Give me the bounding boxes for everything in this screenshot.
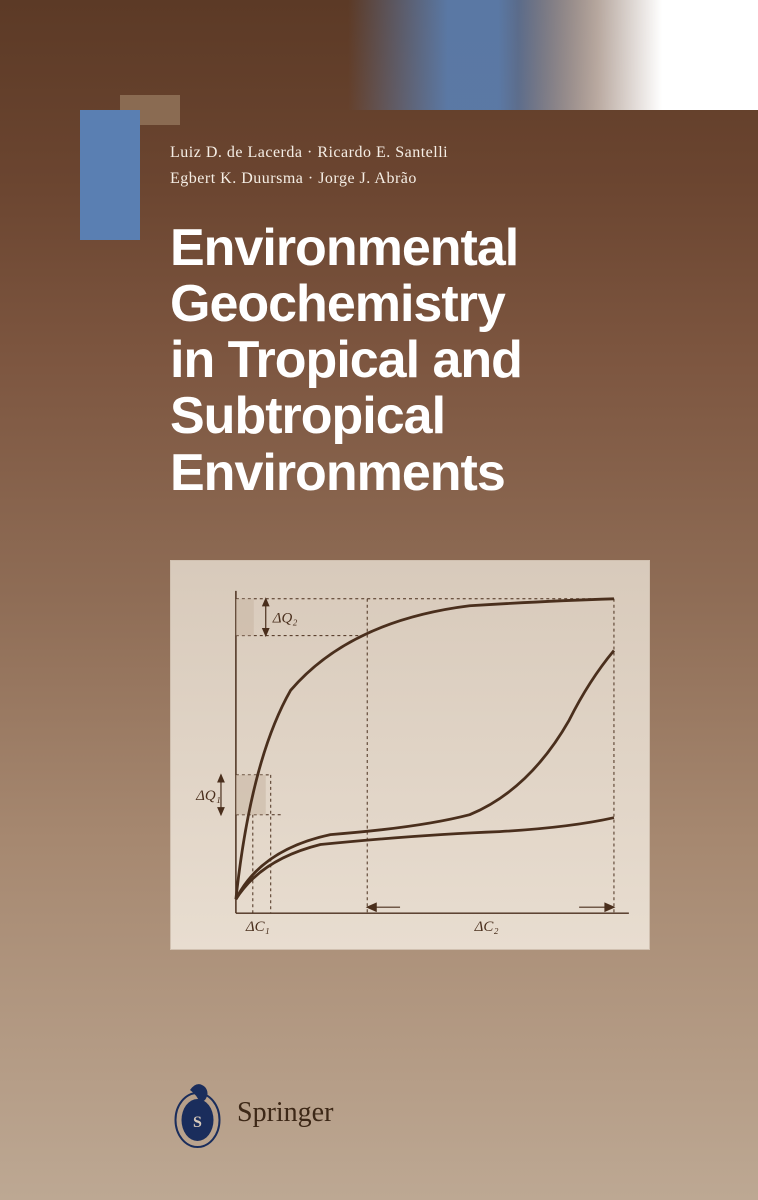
publisher-block: S Springer: [170, 1075, 333, 1150]
title-line-3: in Tropical and: [170, 332, 522, 388]
dQ2-shade: [236, 599, 254, 636]
publisher-name: Springer: [237, 1097, 333, 1129]
book-title: Environmental Geochemistry in Tropical a…: [170, 220, 522, 501]
book-cover: Luiz D. de Lacerda · Ricardo E. Santelli…: [0, 0, 758, 1200]
dQ2-arrows: [263, 599, 269, 636]
title-line-1: Environmental: [170, 220, 522, 276]
dQ2-label: ΔQ₂: [272, 611, 298, 627]
top-white-fade: [518, 0, 758, 110]
author-line-1: Luiz D. de Lacerda · Ricardo E. Santelli: [170, 140, 448, 166]
dash-lines: [236, 599, 614, 913]
svg-text:S: S: [193, 1114, 202, 1131]
isotherm-chart: ΔQ₂ ΔQ₁ ΔC₁ ΔC₂: [170, 560, 650, 950]
dQ1-label: ΔQ₁: [195, 788, 221, 804]
dC2-label: ΔC₂: [474, 919, 499, 935]
blue-accent-block: [80, 110, 140, 240]
title-line-2: Geochemistry: [170, 276, 522, 332]
author-line-2: Egbert K. Duursma · Jorge J. Abrão: [170, 166, 448, 192]
author-names: Luiz D. de Lacerda · Ricardo E. Santelli…: [170, 140, 448, 191]
dC1-label: ΔC₁: [245, 919, 270, 935]
dC2-arrows: [367, 903, 614, 911]
chart-svg: ΔQ₂ ΔQ₁ ΔC₁ ΔC₂: [171, 561, 649, 949]
curve-bottom: [236, 818, 614, 900]
title-line-5: Environments: [170, 445, 522, 501]
title-line-4: Subtropical: [170, 388, 522, 444]
springer-logo-icon: S: [170, 1075, 225, 1150]
